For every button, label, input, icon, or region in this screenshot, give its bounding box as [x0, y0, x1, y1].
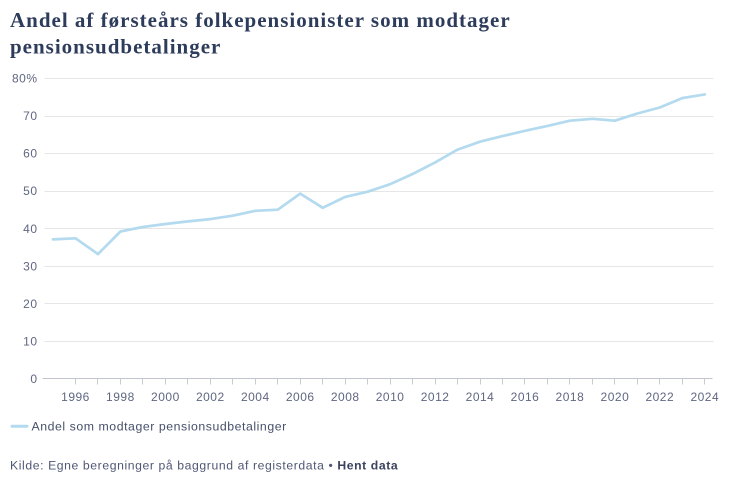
svg-text:Andel af førsteårs folkepensio: Andel af førsteårs folkepensionister som…	[10, 8, 511, 32]
svg-text:40: 40	[23, 222, 37, 236]
svg-text:60: 60	[23, 147, 37, 161]
svg-text:2018: 2018	[556, 390, 585, 404]
svg-text:1998: 1998	[106, 390, 135, 404]
svg-text:70: 70	[23, 109, 37, 123]
svg-text:50: 50	[23, 184, 37, 198]
svg-text:80%: 80%	[12, 72, 38, 86]
svg-text:Andel som modtager pensionsudb: Andel som modtager pensionsudbetalinger	[32, 420, 287, 434]
svg-text:2022: 2022	[645, 390, 674, 404]
svg-text:2008: 2008	[331, 390, 360, 404]
svg-text:2010: 2010	[376, 390, 405, 404]
svg-text:2024: 2024	[690, 390, 719, 404]
svg-text:20: 20	[23, 297, 37, 311]
svg-text:Kilde: Egne beregninger på bag: Kilde: Egne beregninger på baggrund af r…	[10, 459, 398, 473]
svg-text:2016: 2016	[511, 390, 540, 404]
svg-text:2006: 2006	[286, 390, 315, 404]
svg-text:2014: 2014	[466, 390, 495, 404]
svg-text:0: 0	[30, 372, 37, 386]
svg-text:2002: 2002	[196, 390, 225, 404]
svg-text:2020: 2020	[601, 390, 630, 404]
svg-text:2004: 2004	[241, 390, 270, 404]
svg-text:30: 30	[23, 259, 37, 273]
svg-text:10: 10	[23, 335, 37, 349]
svg-text:1996: 1996	[61, 390, 90, 404]
svg-text:2000: 2000	[151, 390, 180, 404]
svg-text:pensionsudbetalinger: pensionsudbetalinger	[10, 35, 221, 59]
svg-text:2012: 2012	[421, 390, 450, 404]
